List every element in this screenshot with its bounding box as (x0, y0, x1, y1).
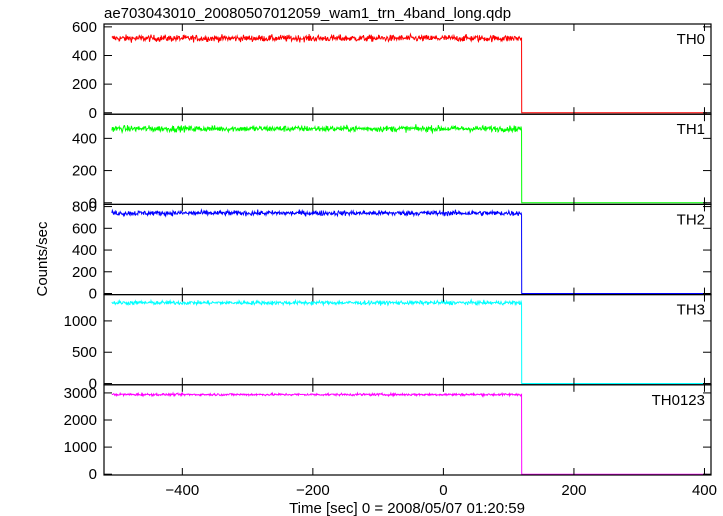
y-tick-label: 400 (72, 242, 97, 259)
x-tick-label: 200 (561, 482, 586, 499)
y-tick-label: 0 (89, 195, 97, 212)
y-tick-label: 0 (89, 105, 97, 122)
y-tick-label: 0 (89, 376, 97, 393)
y-tick-label: 500 (72, 344, 97, 361)
y-tick-label: 200 (72, 264, 97, 281)
panel-label-th3: TH3 (677, 302, 705, 319)
y-tick-label: 600 (72, 220, 97, 237)
series-line-th0 (111, 32, 708, 114)
y-tick-label: 1000 (64, 439, 97, 456)
panel-th2: 0 200 400 600 800 TH2 (72, 199, 712, 303)
series-line-th3 (111, 298, 708, 385)
x-tick-label: 400 (692, 482, 717, 499)
y-tick-label: 800 (72, 199, 97, 216)
y-tick-label: 400 (72, 47, 97, 64)
x-axis-label: Time [sec] 0 = 2008/05/07 01:20:59 (289, 500, 525, 516)
panel-label-th2: TH2 (677, 211, 705, 228)
chart-title: ae703043010_20080507012059_wam1_trn_4ban… (104, 5, 511, 22)
panel-th0123: 0 1000 2000 3000 TH0123 (64, 384, 712, 483)
y-tick-label: 0 (89, 286, 97, 303)
y-tick-label: 2000 (64, 412, 97, 429)
panel-th1: 0 200 400 TH1 (72, 113, 712, 212)
y-tick-label: 600 (72, 19, 97, 36)
y-tick-label: 3000 (64, 385, 97, 402)
y-tick-label: 0 (89, 466, 97, 483)
y-axis-label: Counts/sec (34, 221, 51, 297)
panels: 0200400600TH00200400TH10200400600800TH20… (64, 19, 717, 499)
y-tick-label: 1000 (64, 313, 97, 330)
x-tick-label: 0 (439, 482, 447, 499)
panel-frame (103, 203, 712, 296)
panel-label-th0: TH0 (677, 31, 705, 48)
y-tick-label: 200 (72, 76, 97, 93)
panel-frame (103, 294, 712, 386)
x-tick-label: −200 (296, 482, 330, 499)
x-tick-label: −400 (165, 482, 199, 499)
y-tick-label: 200 (72, 163, 97, 180)
panel-frame (103, 384, 712, 476)
panel-label-th0123: TH0123 (652, 392, 705, 409)
series-line-th1 (111, 124, 708, 204)
series-line-th0123 (111, 391, 708, 475)
panel-label-th1: TH1 (677, 121, 705, 138)
y-tick-label: 400 (72, 130, 97, 147)
panel-th3: 0 500 1000 TH3 (64, 294, 712, 393)
panel-th0: 0 200 400 600 TH0 (72, 19, 712, 122)
series-line-th2 (111, 208, 708, 295)
